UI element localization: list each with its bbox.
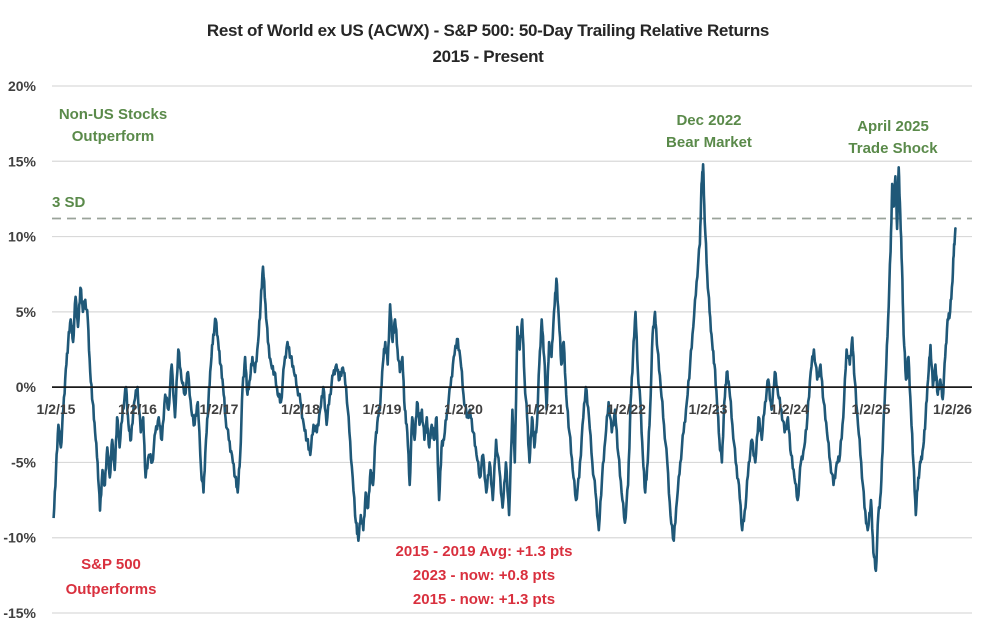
y-tick-label: -15% [3, 605, 36, 621]
x-tick-label: 1/2/25 [852, 401, 891, 417]
x-tick-label: 1/2/23 [689, 401, 728, 417]
annotation-dec-2022-line1: Dec 2022 [676, 112, 741, 129]
x-tick-label: 1/2/19 [363, 401, 402, 417]
annotation-april-2025-line2: Trade Shock [848, 140, 938, 157]
annotation-avg-2023-now: 2023 - now: +0.8 pts [413, 567, 555, 584]
y-tick-label: 20% [8, 78, 37, 94]
x-tick-label: 1/2/24 [770, 401, 809, 417]
y-tick-label: -10% [3, 530, 36, 546]
annotation-avg-2015-2019: 2015 - 2019 Avg: +1.3 pts [396, 543, 573, 560]
x-tick-label: 1/2/17 [200, 401, 239, 417]
x-tick-label: 1/2/18 [281, 401, 320, 417]
x-tick-label: 1/2/15 [37, 401, 76, 417]
y-tick-label: 5% [16, 304, 37, 320]
chart-subtitle: 2015 - Present [432, 47, 544, 66]
x-tick-label: 1/2/26 [933, 401, 972, 417]
x-tick-label: 1/2/16 [118, 401, 157, 417]
annotation-non-us-outperform-line2: Outperform [72, 128, 155, 145]
chart-title: Rest of World ex US (ACWX) - S&P 500: 50… [207, 21, 769, 40]
y-tick-label: -5% [11, 454, 36, 470]
annotation-sp500-outperforms-line2: Outperforms [66, 581, 157, 598]
annotation-dec-2022-line2: Bear Market [666, 134, 752, 151]
y-tick-label: 0% [16, 379, 37, 395]
annotation-3sd-label: 3 SD [52, 194, 86, 211]
annotation-sp500-outperforms-line1: S&P 500 [81, 556, 141, 573]
x-tick-label: 1/2/22 [607, 401, 646, 417]
annotation-non-us-outperform-line1: Non-US Stocks [59, 106, 167, 123]
x-tick-label: 1/2/21 [526, 401, 565, 417]
annotation-april-2025-line1: April 2025 [857, 118, 929, 135]
x-tick-label: 1/2/20 [444, 401, 483, 417]
y-tick-label: 15% [8, 153, 37, 169]
annotation-avg-2015-now: 2015 - now: +1.3 pts [413, 591, 555, 608]
y-tick-label: 10% [8, 229, 37, 245]
series-line-0 [52, 163, 957, 573]
